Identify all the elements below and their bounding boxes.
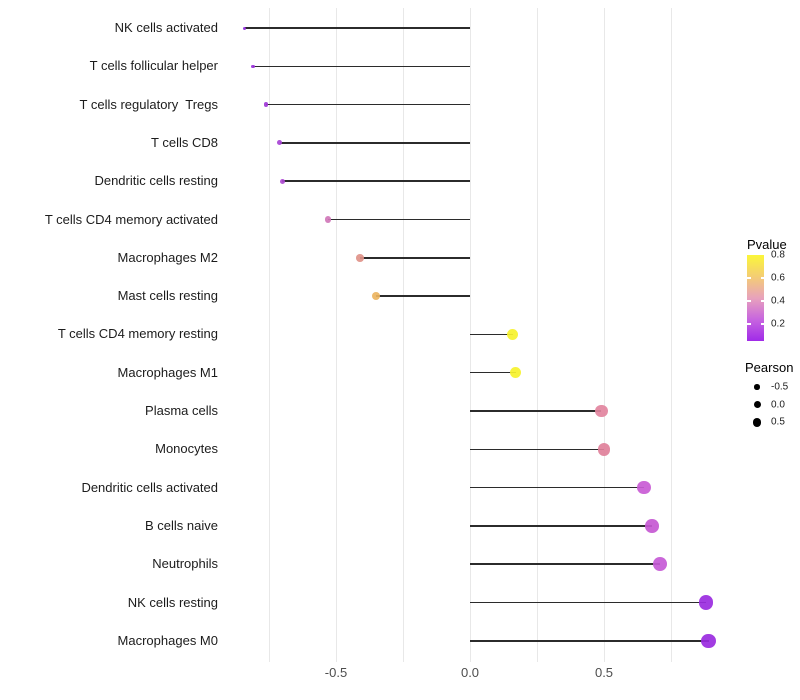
x-gridline: [603, 8, 605, 662]
x-axis-tick-label: -0.5: [324, 665, 348, 680]
lollipop-stem: [470, 448, 604, 451]
pearson-size-label: 0.0: [771, 399, 785, 411]
lollipop-stem: [470, 525, 653, 527]
lollipop-stem: [470, 640, 709, 642]
lollipop-stem: [470, 410, 602, 412]
lollipop-stem: [376, 295, 470, 297]
legend-pvalue-title: Pvalue: [747, 237, 787, 252]
y-axis-label: NK cells activated: [114, 20, 218, 35]
x-gridline: [536, 8, 538, 662]
lollipop-stem: [470, 601, 706, 604]
lollipop-dot: [251, 64, 255, 69]
y-axis-label: Dendritic cells resting: [94, 173, 218, 189]
x-gridline: [268, 8, 270, 662]
pearson-size-dot: [753, 401, 761, 409]
lollipop-dot: [243, 26, 247, 30]
y-axis-label: Macrophages M1: [117, 364, 218, 380]
y-axis-label: T cells regulatory Tregs: [79, 96, 218, 112]
y-axis-label: T cells CD8: [151, 134, 218, 150]
lollipop-dot: [509, 367, 522, 379]
pearson-size-dot: [754, 384, 760, 390]
lollipop-stem: [470, 563, 661, 565]
pearson-size-dot: [752, 418, 762, 427]
y-axis-label: Neutrophils: [152, 556, 218, 572]
pearson-size-label: -0.5: [771, 381, 789, 393]
y-axis-label: Mast cells resting: [117, 288, 218, 304]
pvalue-tick-mark: [747, 300, 751, 302]
lollipop-stem: [327, 218, 470, 221]
legend-pearson-title: Pearson: [745, 360, 794, 375]
lollipop-dot: [324, 216, 332, 223]
lollipop-dot: [264, 102, 269, 107]
pvalue-tick-mark: [760, 323, 764, 325]
y-axis-label: B cells naive: [145, 517, 218, 533]
pvalue-tick-mark: [747, 277, 751, 279]
y-axis-label: Monocytes: [155, 441, 218, 457]
lollipop-stem: [252, 65, 470, 68]
lollipop-dot: [597, 442, 611, 456]
lollipop-stem: [360, 257, 470, 259]
lollipop-dot: [645, 519, 659, 533]
lollipop-stem: [470, 371, 516, 374]
x-gridline: [402, 8, 404, 662]
lollipop-dot: [372, 292, 381, 301]
pvalue-tick-label: 0.2: [771, 318, 785, 330]
y-axis-label: Dendritic cells activated: [81, 479, 218, 495]
pearson-size-label: 0.5: [771, 416, 785, 428]
x-axis-tick-label: 0.0: [460, 665, 480, 680]
lollipop-dot: [594, 404, 608, 418]
y-axis-label: T cells CD4 memory activated: [44, 211, 218, 227]
y-axis-label: T cells CD4 memory resting: [57, 326, 218, 342]
pvalue-tick-mark: [760, 277, 764, 279]
lollipop-dot: [698, 595, 714, 610]
lollipop-dot: [653, 557, 668, 572]
pvalue-tick-mark: [747, 323, 751, 325]
pvalue-colorbar-gradient: [747, 255, 764, 341]
lollipop-dot: [701, 633, 716, 648]
y-axis-label: NK cells resting: [127, 594, 218, 610]
x-gridline: [335, 8, 337, 662]
x-axis-tick-label: 0.5: [594, 665, 614, 680]
lollipop-dot: [279, 178, 285, 184]
lollipop-stem: [470, 333, 513, 336]
x-gridline: [670, 8, 672, 662]
lollipop-stem: [244, 27, 470, 29]
y-axis-label: T cells follicular helper: [89, 58, 218, 74]
y-axis-label: Macrophages M2: [117, 249, 218, 265]
lollipop-dot: [637, 480, 651, 495]
pvalue-tick-label: 0.6: [771, 272, 785, 284]
lollipop-stem: [282, 180, 470, 182]
pvalue-tick-label: 0.4: [771, 295, 785, 307]
lollipop-dot: [277, 140, 283, 146]
lollipop-stem: [266, 103, 470, 106]
y-axis-label: Plasma cells: [145, 403, 218, 418]
lollipop-dot: [507, 328, 519, 340]
y-axis-label: Macrophages M0: [117, 632, 218, 648]
pvalue-tick-label: 0.8: [771, 249, 785, 261]
lollipop-stem: [279, 142, 470, 144]
lollipop-dot: [356, 253, 364, 262]
pvalue-tick-mark: [760, 300, 764, 302]
lollipop-stem: [470, 486, 645, 489]
